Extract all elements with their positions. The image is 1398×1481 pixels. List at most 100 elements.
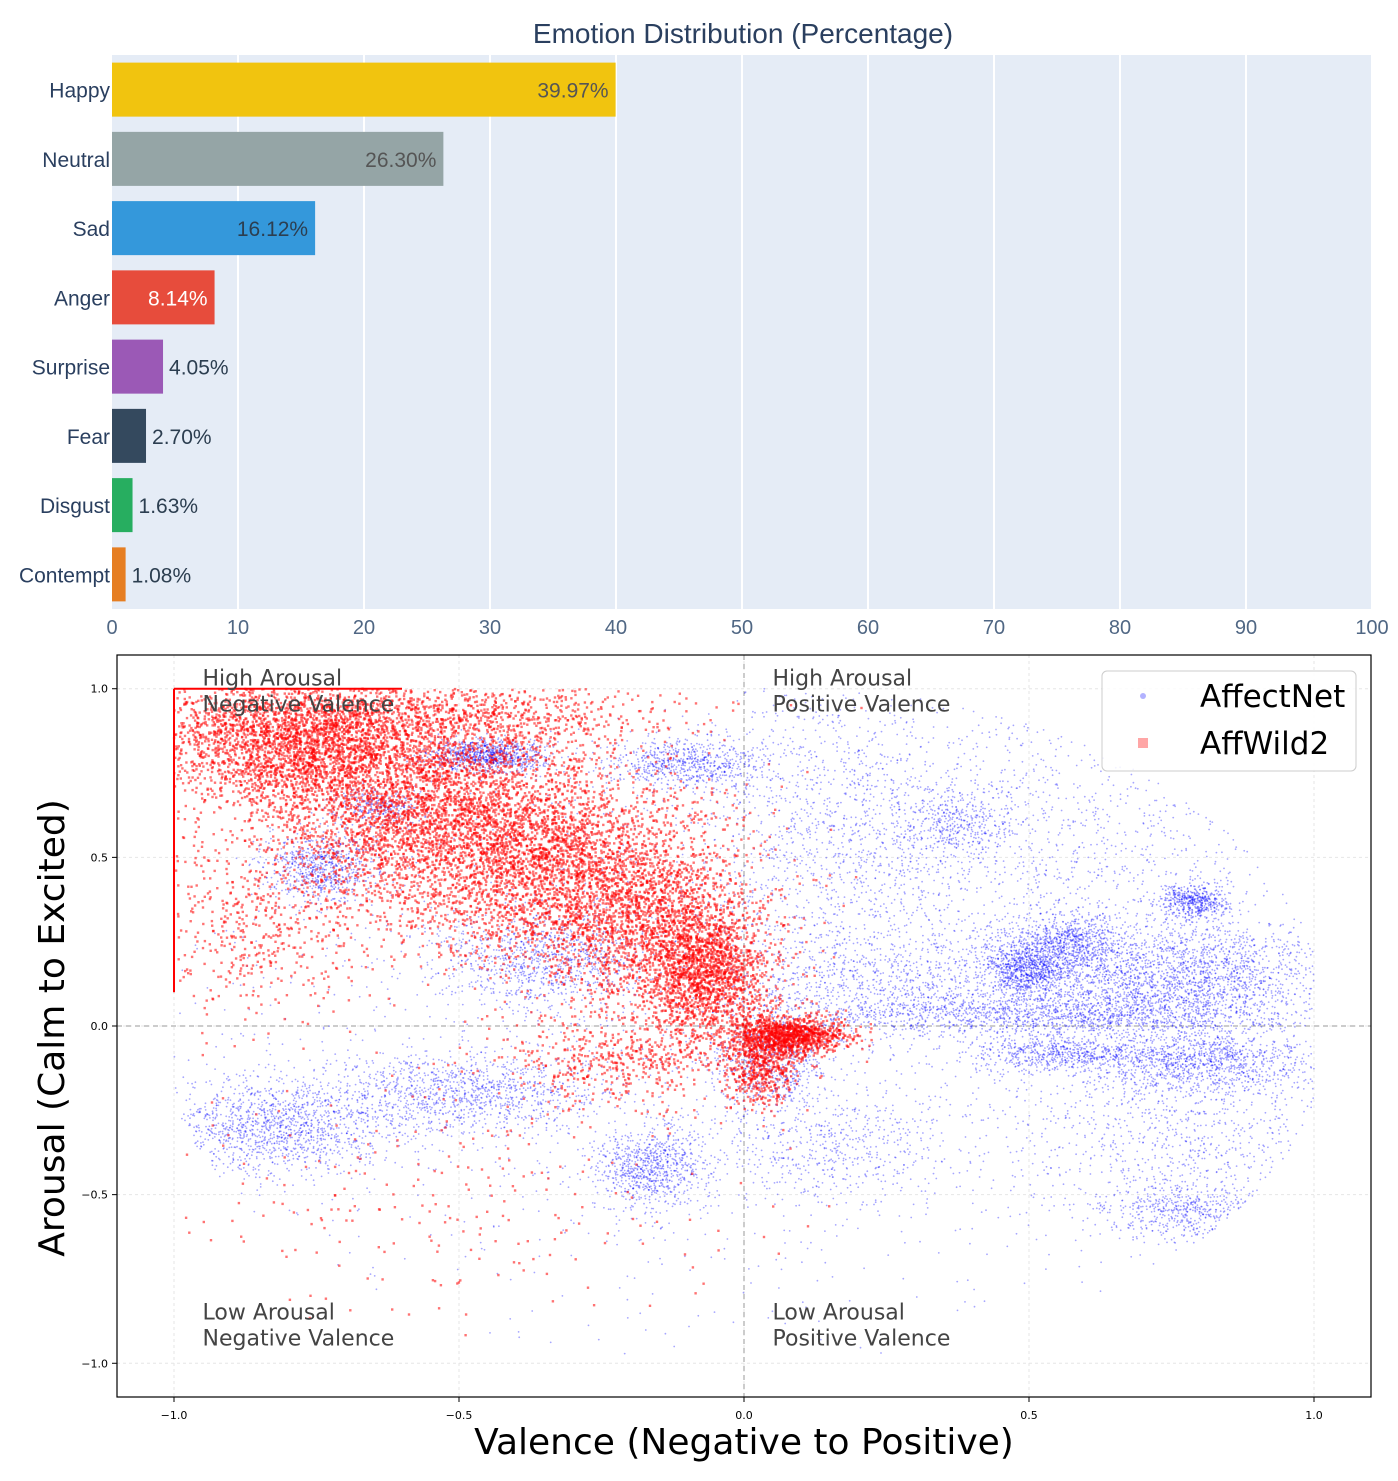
affectnet-point <box>228 1147 230 1149</box>
affectnet-point <box>594 981 596 983</box>
affectnet-point <box>548 993 550 995</box>
affectnet-point <box>681 778 683 780</box>
affectnet-point <box>579 934 581 936</box>
bar-category-label: Contempt <box>19 564 110 587</box>
affectnet-point <box>317 866 319 868</box>
affectnet-point <box>614 768 616 770</box>
affectnet-point <box>382 813 384 815</box>
affectnet-point <box>475 960 477 962</box>
affectnet-point <box>702 779 704 781</box>
affectnet-point <box>317 1135 319 1137</box>
affectnet-point <box>509 943 511 945</box>
affectnet-point <box>484 740 486 742</box>
affectnet-point <box>549 755 551 757</box>
affectnet-point <box>339 1110 341 1112</box>
affectnet-point <box>507 746 509 748</box>
affectnet-point <box>499 968 501 970</box>
affectnet-point <box>301 906 303 908</box>
affectnet-point <box>232 1154 234 1156</box>
affectnet-point <box>671 775 673 777</box>
affectnet-point <box>307 1114 309 1116</box>
affectnet-point <box>315 877 317 879</box>
affectnet-point <box>761 759 763 761</box>
affectnet-point <box>309 1090 311 1092</box>
affectnet-point <box>703 767 705 769</box>
affectnet-point <box>581 1102 583 1104</box>
affectnet-point <box>469 986 471 988</box>
affectnet-point <box>244 1158 246 1160</box>
affectnet-point <box>311 812 313 814</box>
affectnet-point <box>282 1124 284 1126</box>
affectnet-point <box>338 1165 340 1167</box>
affectnet-point <box>258 888 260 890</box>
affectnet-point <box>526 773 528 775</box>
affectnet-point <box>583 965 585 967</box>
affectnet-point <box>193 1135 195 1137</box>
affectnet-point <box>551 984 553 986</box>
affectnet-point <box>545 757 547 759</box>
affectnet-point <box>299 1155 301 1157</box>
affectnet-point <box>273 1150 275 1152</box>
affectnet-point <box>259 1164 261 1166</box>
affectnet-point <box>333 1128 335 1130</box>
affectnet-point <box>520 941 522 943</box>
affectnet-point <box>514 975 516 977</box>
affectnet-point <box>311 1139 313 1141</box>
affectnet-point <box>704 770 706 772</box>
affectnet-point <box>436 1068 438 1070</box>
affectnet-point <box>632 766 634 768</box>
affectnet-point <box>676 766 678 768</box>
affectnet-point <box>200 1136 202 1138</box>
bar-chart-title: Emotion Distribution (Percentage) <box>533 18 953 49</box>
affectnet-point <box>232 1122 234 1124</box>
affectnet-point <box>564 999 566 1001</box>
affectnet-point <box>654 743 656 745</box>
affectnet-point <box>393 820 395 822</box>
affectnet-point <box>550 988 552 990</box>
affectnet-point <box>231 1117 233 1119</box>
affectnet-point <box>339 901 341 903</box>
affectnet-point <box>398 810 400 812</box>
affectnet-point <box>230 1114 232 1116</box>
affectnet-point <box>347 882 349 884</box>
affectnet-point <box>483 1075 485 1077</box>
bar-x-tick-label: 40 <box>605 617 627 639</box>
affectnet-point <box>212 1117 214 1119</box>
affectnet-point <box>491 750 493 752</box>
affectnet-point <box>685 774 687 776</box>
affectnet-point <box>354 854 356 856</box>
affectnet-point <box>285 1113 287 1115</box>
affectnet-point <box>372 1135 374 1137</box>
affectnet-point <box>514 759 516 761</box>
affectnet-point <box>470 963 472 965</box>
affectnet-point <box>575 975 577 977</box>
affectnet-point <box>657 757 659 759</box>
affectnet-point <box>694 758 696 760</box>
affectnet-point <box>215 1108 217 1110</box>
affectnet-point <box>670 753 672 755</box>
affectnet-point <box>662 760 664 762</box>
affectnet-point <box>222 1122 224 1124</box>
affectnet-point <box>350 1114 352 1116</box>
affectnet-point <box>484 767 486 769</box>
affectnet-point <box>480 1092 482 1094</box>
affectnet-point <box>732 759 734 761</box>
affectnet-point <box>494 983 496 985</box>
affectnet-point <box>252 1169 254 1171</box>
affectnet-point <box>269 1157 271 1159</box>
affectnet-point <box>249 1158 251 1160</box>
affectnet-point <box>482 747 484 749</box>
affectnet-point <box>350 1116 352 1118</box>
affectnet-point <box>700 747 702 749</box>
affectnet-point <box>544 746 546 748</box>
affectnet-point <box>517 1010 519 1012</box>
affectnet-point <box>638 764 640 766</box>
affectnet-point <box>522 764 524 766</box>
affectnet-point <box>258 1113 260 1115</box>
affectnet-point <box>720 767 722 769</box>
affectnet-point <box>327 1085 329 1087</box>
affectnet-point <box>356 1127 358 1129</box>
affectnet-point <box>320 1128 322 1130</box>
affectnet-point <box>699 764 701 766</box>
affectnet-point <box>344 1142 346 1144</box>
